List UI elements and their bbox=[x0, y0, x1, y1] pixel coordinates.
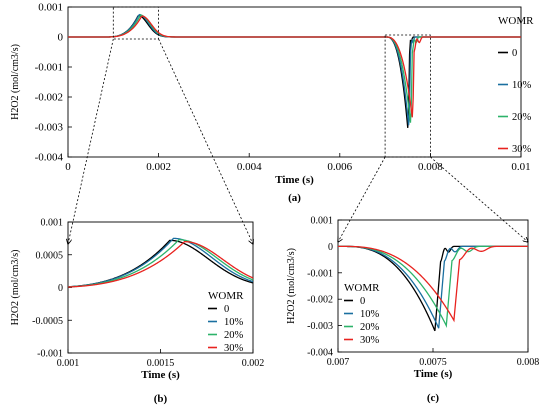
x-tick-label: 0.001 bbox=[57, 358, 80, 369]
zoom-arrow bbox=[430, 156, 528, 242]
x-tick-label: 0.0015 bbox=[147, 358, 175, 369]
legend-entry: 0 bbox=[360, 296, 365, 307]
y-tick-label: -0.003 bbox=[307, 321, 333, 332]
legend-entry: 20% bbox=[360, 322, 380, 333]
y-tick-label: -0.001 bbox=[37, 349, 63, 360]
y-tick-label: 0 bbox=[328, 242, 333, 253]
y-tick-label: 0.001 bbox=[38, 2, 63, 14]
series-line-3 bbox=[68, 15, 521, 118]
x-tick-label: 0.006 bbox=[327, 161, 352, 173]
plot-frame bbox=[67, 6, 522, 158]
series-line-0 bbox=[68, 14, 521, 128]
series-line-2 bbox=[67, 239, 254, 288]
x-tick-label: 0.002 bbox=[146, 161, 171, 173]
legend-entry: 30% bbox=[224, 343, 244, 354]
legend-entry: 10% bbox=[360, 309, 380, 320]
series-line-1 bbox=[68, 13, 521, 126]
panel-label: (a) bbox=[288, 192, 301, 204]
legend-entry: 30% bbox=[360, 335, 380, 346]
series-line-3 bbox=[67, 241, 254, 288]
x-axis-label: Time (s) bbox=[275, 174, 314, 186]
series-line-2 bbox=[68, 14, 521, 123]
zoom-arrow bbox=[158, 38, 253, 244]
zoom-arrow bbox=[338, 156, 386, 242]
zoom-connectors bbox=[68, 6, 528, 244]
x-tick-label: 0.0075 bbox=[419, 357, 447, 368]
legend-entry: 20% bbox=[224, 330, 244, 341]
series-line-1 bbox=[67, 237, 254, 288]
x-tick-label: 0.002 bbox=[242, 358, 265, 369]
y-tick-label: 0.001 bbox=[311, 216, 334, 227]
legend-title: WOMR bbox=[498, 15, 534, 27]
x-tick-label: 0.008 bbox=[418, 161, 443, 173]
panel-label: (b) bbox=[154, 393, 168, 405]
legend-entry: 20% bbox=[512, 112, 532, 123]
x-tick-label: 0 bbox=[65, 161, 71, 173]
y-axis-label: H2O2 (mol/cm3/s) bbox=[10, 44, 21, 120]
y-tick-label: 0.0005 bbox=[36, 250, 64, 261]
y-tick-label: 0 bbox=[58, 283, 63, 294]
y-tick-label: 0 bbox=[58, 32, 64, 44]
y-tick-label: -0.003 bbox=[35, 122, 64, 134]
series-line-3 bbox=[338, 245, 528, 323]
x-tick-label: 0.007 bbox=[327, 357, 350, 368]
zoom-arrow bbox=[68, 38, 114, 244]
y-tick-label: -0.001 bbox=[35, 62, 63, 74]
y-tick-label: -0.001 bbox=[307, 268, 333, 279]
x-axis-label: Time (s) bbox=[414, 368, 453, 380]
y-tick-label: 0.001 bbox=[41, 218, 64, 229]
panel-label: (c) bbox=[427, 392, 440, 404]
legend-title: WOMR bbox=[344, 282, 380, 294]
y-axis-label: H2O2 (mol/cm3/s) bbox=[286, 248, 297, 324]
y-axis-label: H2O2 (mol/cm3/s) bbox=[10, 250, 21, 326]
legend-entry: 30% bbox=[512, 144, 532, 155]
legend-title: WOMR bbox=[208, 290, 244, 302]
legend-entry: 10% bbox=[512, 80, 532, 91]
x-tick-label: 0.008 bbox=[517, 357, 540, 368]
x-tick-label: 0.004 bbox=[237, 161, 262, 173]
legend-entry: 10% bbox=[224, 317, 244, 328]
x-axis-label: Time (s) bbox=[141, 369, 180, 381]
y-tick-label: -0.0005 bbox=[32, 316, 63, 327]
zoom-box-b bbox=[112, 6, 160, 40]
y-tick-label: -0.002 bbox=[35, 92, 63, 104]
y-tick-label: -0.004 bbox=[35, 152, 64, 164]
legend-entry: 0 bbox=[512, 48, 517, 59]
zoom-box-c bbox=[384, 34, 431, 158]
y-tick-label: -0.002 bbox=[307, 295, 333, 306]
legend-entry: 0 bbox=[224, 304, 229, 315]
y-tick-label: -0.004 bbox=[307, 348, 333, 359]
x-tick-label: 0.01 bbox=[511, 161, 530, 173]
